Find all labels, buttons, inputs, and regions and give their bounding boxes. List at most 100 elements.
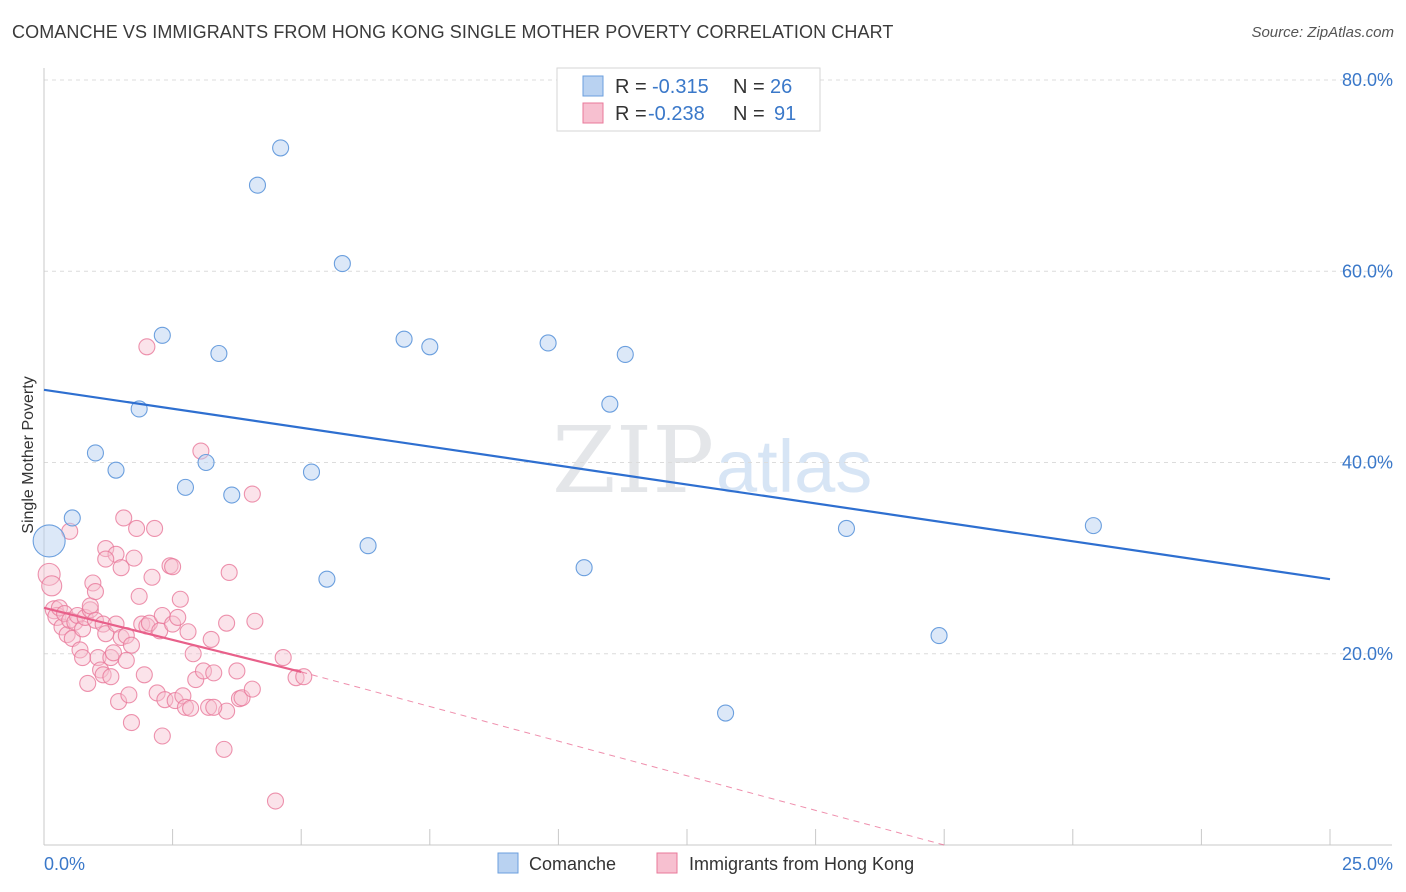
hk-point-15: [74, 649, 92, 667]
legend-r-label-2: R =: [615, 103, 647, 125]
comanche-point-25: [1084, 517, 1102, 535]
hk-point-87: [295, 668, 313, 686]
hk-point-19: [81, 597, 99, 615]
hk-point-64: [176, 698, 195, 716]
hk-point-72: [202, 630, 220, 648]
comanche-point-8: [210, 344, 228, 363]
comanche-point-5: [153, 326, 171, 344]
hk-point-66: [182, 699, 200, 717]
legend-n-label-1: N =: [733, 76, 765, 98]
hk-point-41: [122, 714, 140, 732]
comanche-point-17: [421, 338, 439, 356]
hk-trend-line-dashed: [301, 671, 945, 846]
legend-n-value-1: 26: [770, 76, 792, 98]
hk-point-89: [205, 698, 223, 716]
hk-point-33: [107, 545, 125, 563]
comanche-point-14: [333, 255, 351, 273]
x-tick-label-min: 0.0%: [44, 854, 85, 874]
comanche-point-22: [717, 704, 735, 722]
hk-point-67: [184, 645, 202, 663]
comanche-point-3: [107, 461, 125, 479]
hk-point-43: [125, 549, 143, 567]
hk-point-81: [243, 485, 261, 503]
legend-bottom-swatch-comanche: [497, 852, 519, 874]
y-tick-label-80: 80.0%: [1342, 70, 1393, 90]
hk-point-51: [146, 519, 164, 538]
y-tick-label-60: 60.0%: [1342, 261, 1393, 281]
hk-point-38: [117, 651, 135, 669]
hk-point-31: [104, 644, 122, 662]
x-tick-label-max: 25.0%: [1342, 854, 1393, 874]
hk-point-82: [243, 680, 261, 698]
watermark: ZIP atlas: [552, 407, 872, 514]
comanche-point-18: [539, 334, 557, 352]
y-axis-label: Single Mother Poverty: [20, 376, 37, 533]
legend-swatch-hk: [582, 102, 604, 124]
watermark-atlas: atlas: [716, 425, 872, 508]
legend-bottom: Comanche Immigrants from Hong Kong: [497, 852, 914, 874]
comanche-point-24: [930, 627, 948, 645]
hk-point-37: [115, 509, 133, 527]
hk-point-34: [110, 693, 128, 711]
hk-point-61: [169, 608, 187, 626]
hk-point-84: [266, 792, 285, 810]
watermark-zip: ZIP: [552, 407, 714, 514]
legend-r-label-1: R =: [615, 76, 647, 98]
legend-bottom-swatch-hk: [656, 852, 678, 874]
comanche-point-1: [63, 509, 81, 527]
hk-point-44: [128, 519, 146, 538]
legend-bottom-label-hk: Immigrants from Hong Kong: [689, 854, 914, 874]
legend-r-value-2: -0.238: [648, 103, 705, 125]
hk-point-58: [164, 558, 182, 576]
hk-point-88: [138, 338, 156, 356]
comanche-point-13: [318, 570, 336, 588]
hk-point-22: [86, 583, 104, 601]
legend-r-value-1: -0.315: [652, 76, 709, 98]
legend-swatch-comanche: [582, 75, 604, 97]
legend-n-label-2: N =: [733, 103, 765, 125]
source-label: Source: ZipAtlas.com: [1251, 24, 1394, 41]
hk-point-45: [130, 587, 148, 605]
hk-point-77: [220, 563, 238, 582]
hk-point-17: [79, 674, 97, 692]
axes: [43, 68, 1392, 846]
comanche-point-9: [223, 486, 241, 504]
hk-point-47: [135, 666, 153, 684]
comanche-point-20: [601, 395, 619, 413]
hk-points: [37, 338, 313, 810]
hk-point-62: [171, 590, 189, 608]
comanche-point-0: [32, 524, 66, 558]
chart-title: COMANCHE VS IMMIGRANTS FROM HONG KONG SI…: [12, 22, 894, 42]
hk-point-23: [89, 649, 107, 667]
hk-point-75: [218, 702, 236, 720]
trend-lines: [43, 388, 1331, 846]
hk-point-35: [112, 559, 130, 577]
hk-trend-line: [43, 606, 302, 673]
hk-point-40: [120, 686, 138, 704]
hk-point-70: [194, 662, 213, 680]
hk-point-83: [246, 612, 264, 630]
comanche-point-23: [837, 519, 856, 538]
comanche-point-2: [86, 444, 104, 462]
comanche-point-16: [395, 330, 413, 348]
hk-point-73: [205, 664, 223, 682]
hk-point-74: [215, 740, 233, 758]
y-tick-label-40: 40.0%: [1342, 453, 1393, 473]
legend-top: R = -0.315 N = 26 R = -0.238 N = 91: [556, 67, 821, 132]
comanche-point-19: [575, 559, 593, 577]
hk-point-18: [81, 601, 99, 619]
hk-point-55: [153, 727, 171, 745]
comanche-points: [32, 139, 1102, 722]
hk-point-24: [92, 661, 110, 679]
hk-point-50: [143, 568, 161, 586]
gridlines: [44, 79, 1392, 655]
hk-point-1: [41, 575, 63, 597]
comanche-point-15: [359, 537, 377, 555]
hk-point-71: [200, 698, 218, 716]
y-tick-label-20: 20.0%: [1342, 644, 1393, 664]
legend-n-value-2: 91: [774, 103, 796, 125]
hk-point-78: [228, 662, 246, 680]
hk-point-85: [274, 649, 292, 667]
comanche-point-7: [197, 453, 215, 472]
